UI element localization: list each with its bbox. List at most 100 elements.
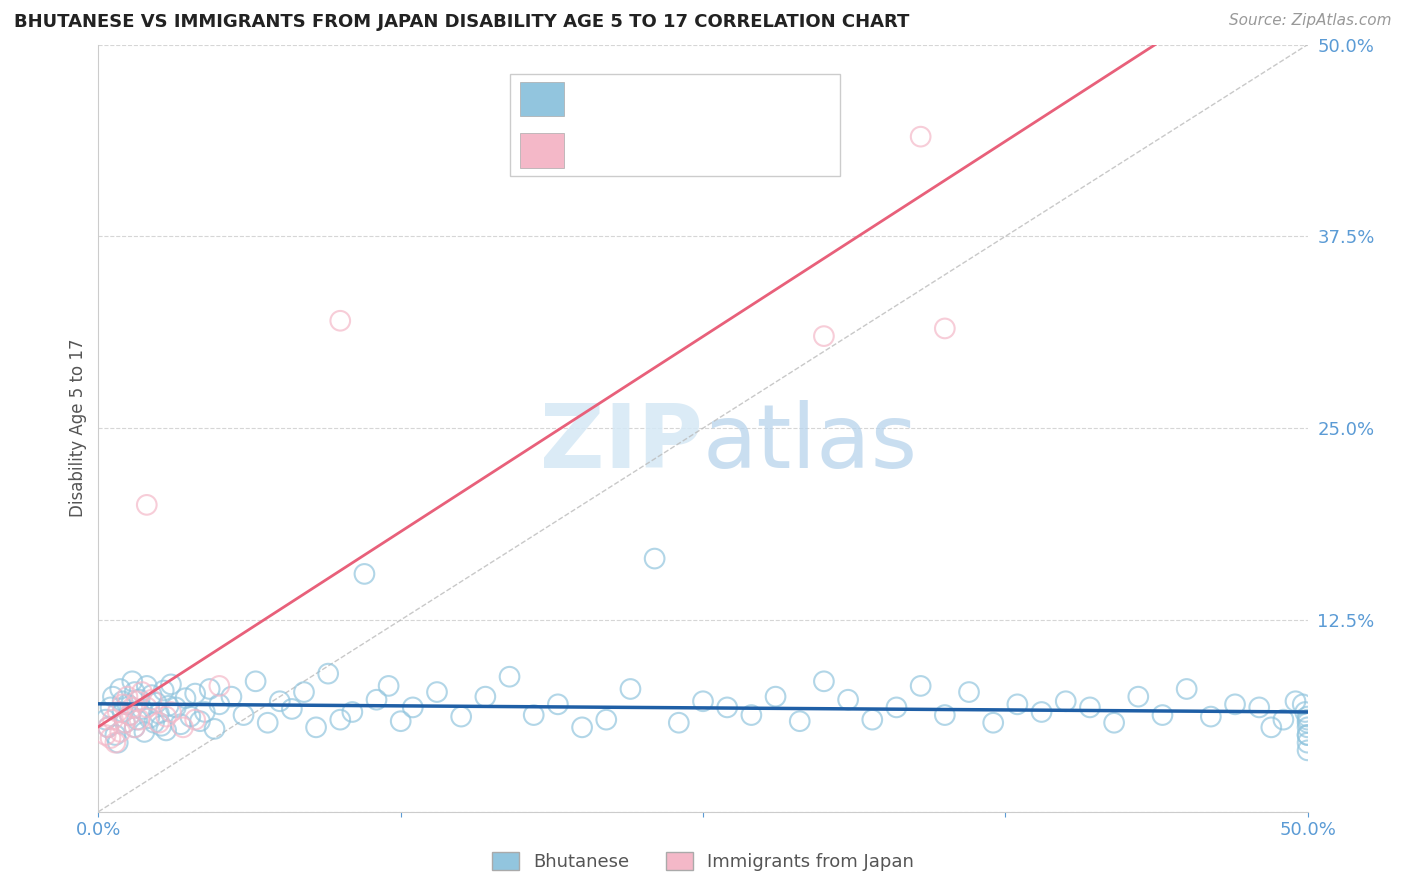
Text: R =: R = — [581, 142, 620, 160]
Point — [256, 715, 278, 730]
Point — [498, 670, 520, 684]
Point — [131, 702, 153, 716]
Point — [188, 714, 211, 729]
Point — [127, 694, 149, 708]
Point — [204, 722, 226, 736]
Text: 104: 104 — [752, 90, 790, 108]
Point — [184, 713, 207, 727]
Point — [174, 691, 197, 706]
Point — [100, 700, 122, 714]
Point — [292, 685, 315, 699]
Point — [128, 713, 150, 727]
Text: 0.848: 0.848 — [631, 142, 688, 160]
Point — [155, 709, 177, 723]
Point — [184, 687, 207, 701]
Point — [107, 705, 129, 719]
Point — [523, 708, 546, 723]
Point — [377, 679, 399, 693]
Point — [571, 720, 593, 734]
Point — [114, 715, 136, 730]
Point — [1054, 694, 1077, 708]
Point — [145, 696, 167, 710]
Point — [934, 321, 956, 335]
Point — [141, 688, 163, 702]
Point — [366, 692, 388, 706]
Point — [981, 715, 1004, 730]
Point — [281, 702, 304, 716]
Point — [157, 698, 180, 713]
Point — [131, 685, 153, 699]
Point — [1296, 743, 1319, 757]
Point — [165, 700, 187, 714]
Point — [1175, 681, 1198, 696]
Point — [837, 692, 859, 706]
FancyBboxPatch shape — [520, 82, 564, 116]
Point — [100, 731, 122, 745]
Text: R =: R = — [581, 90, 620, 108]
Point — [111, 698, 134, 712]
Point — [450, 709, 472, 723]
Point — [1249, 700, 1271, 714]
Point — [474, 690, 496, 704]
Point — [426, 685, 449, 699]
Point — [1152, 708, 1174, 723]
Point — [160, 677, 183, 691]
Point — [1260, 720, 1282, 734]
Point — [135, 679, 157, 693]
Point — [860, 713, 883, 727]
Point — [813, 674, 835, 689]
Point — [1102, 715, 1125, 730]
Point — [789, 714, 811, 729]
Point — [134, 725, 156, 739]
Point — [135, 700, 157, 714]
Point — [353, 566, 375, 581]
Point — [143, 715, 166, 730]
Point — [124, 720, 146, 734]
Point — [1292, 698, 1315, 712]
Text: 30: 30 — [752, 142, 778, 160]
Point — [124, 720, 146, 734]
Point — [957, 685, 980, 699]
Text: BHUTANESE VS IMMIGRANTS FROM JAPAN DISABILITY AGE 5 TO 17 CORRELATION CHART: BHUTANESE VS IMMIGRANTS FROM JAPAN DISAB… — [14, 13, 910, 31]
Point — [101, 690, 124, 704]
Point — [813, 129, 835, 144]
Point — [221, 690, 243, 704]
Point — [108, 725, 131, 739]
Point — [245, 674, 267, 689]
Point — [128, 692, 150, 706]
Point — [94, 713, 117, 727]
Point — [1078, 700, 1101, 714]
Point — [1294, 705, 1316, 719]
Point — [934, 708, 956, 723]
Point — [1031, 705, 1053, 719]
Point — [232, 708, 254, 723]
Point — [208, 679, 231, 693]
Point — [152, 683, 174, 698]
Legend: Bhutanese, Immigrants from Japan: Bhutanese, Immigrants from Japan — [485, 845, 921, 879]
Point — [111, 694, 134, 708]
Point — [1296, 709, 1319, 723]
FancyBboxPatch shape — [520, 134, 564, 168]
Point — [1296, 728, 1319, 742]
Point — [644, 551, 666, 566]
Point — [118, 708, 141, 723]
Point — [148, 715, 170, 730]
Point — [910, 679, 932, 693]
Point — [668, 715, 690, 730]
Point — [97, 720, 120, 734]
Point — [94, 728, 117, 742]
Point — [269, 694, 291, 708]
Point — [1296, 728, 1319, 742]
Point — [97, 720, 120, 734]
Point — [160, 705, 183, 719]
Point — [114, 715, 136, 730]
Point — [1199, 709, 1222, 723]
Point — [813, 329, 835, 343]
Point — [108, 681, 131, 696]
Point — [172, 720, 194, 734]
Point — [101, 713, 124, 727]
Point — [619, 681, 641, 696]
Point — [1007, 698, 1029, 712]
Point — [198, 681, 221, 696]
Point — [1284, 694, 1306, 708]
